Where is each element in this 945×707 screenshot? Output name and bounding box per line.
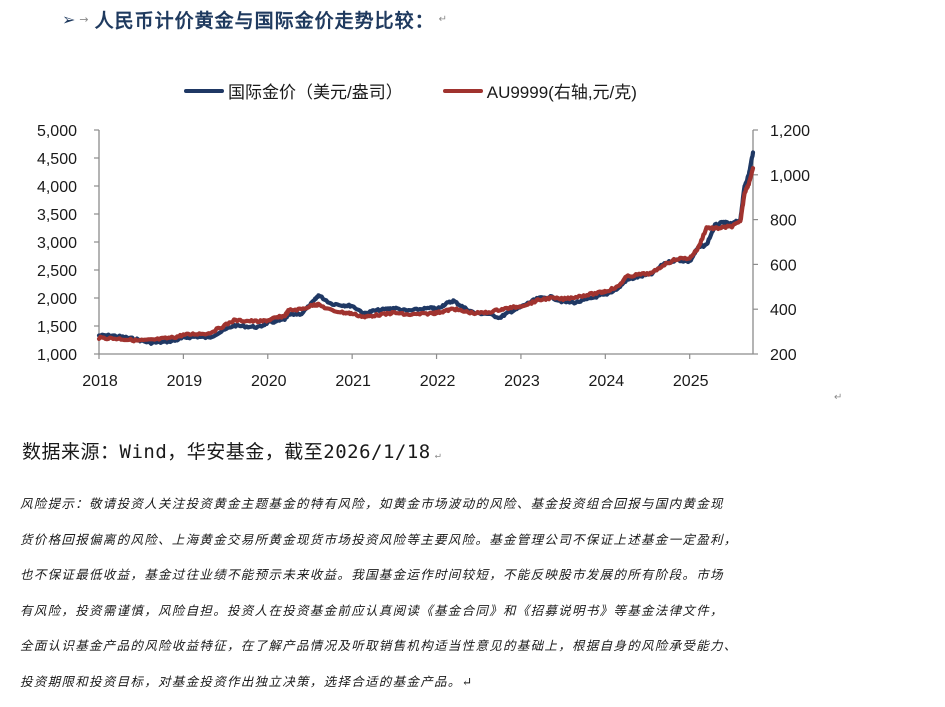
source-text: 数据来源：Wind，华安基金，截至2026/1/18: [22, 441, 431, 463]
right-axis-tick-label: 600: [770, 257, 797, 274]
x-axis-tick-label: 2019: [167, 373, 203, 390]
chart-axes: 5,000 4,500 4,000 3,500 3,000 2,500 2,000 1,500…: [37, 123, 810, 390]
left-axis-tick-label: 1,000: [37, 347, 77, 364]
risk-line: 也不保证最低收益，基金过往业绩不能预示未来收益。我国基金运作时间较短，不能反映股…: [20, 567, 724, 582]
risk-line: 投资期限和投资目标，对基金投资作出独立决策，选择合适的基金产品。↵: [20, 673, 474, 689]
left-axis-tick-label: 1,500: [37, 319, 77, 336]
data-source-note: 数据来源：Wind，华安基金，截至2026/1/18 ↵: [22, 437, 441, 464]
risk-line: 风险提示：敬请投资人关注投资黄金主题基金的特有风险，如黄金市场波动的风险、基金投…: [20, 496, 724, 511]
legend-item-au9999: AU9999(右轴,元/克): [442, 78, 637, 103]
left-axis-tick-label: 2,500: [37, 263, 77, 280]
paragraph-mark-icon: ↵: [438, 13, 448, 25]
x-axis-tick-label: 2023: [504, 373, 540, 390]
x-axis-tick-label: 2021: [335, 373, 371, 390]
left-axis-tick-label: 3,000: [37, 235, 77, 252]
chart-legend: 国际金价（美元/盎司） AU9999(右轴,元/克): [184, 78, 677, 103]
right-axis-tick-label: 800: [770, 213, 797, 230]
risk-line: 货价格回报偏离的风险、上海黄金交易所黄金现货市场投资风险等主要风险。基金管理公司…: [20, 531, 738, 547]
legend-label-au9999: AU9999(右轴,元/克): [486, 83, 637, 102]
legend-label-international: 国际金价（美元/盎司）: [228, 83, 403, 102]
chart-lines: [96, 150, 756, 346]
legend-swatch-au9999: [442, 88, 483, 93]
x-axis-tick-label: 2025: [673, 373, 709, 390]
left-axis-tick-label: 3,500: [37, 207, 77, 224]
paragraph-mark-icon: ↵: [834, 392, 843, 403]
right-axis-tick-label: 1,000: [770, 168, 810, 185]
right-axis-tick-label: 1,200: [770, 123, 810, 140]
left-axis-tick-label: 5,000: [37, 123, 77, 140]
left-axis-tick-label: 4,500: [37, 151, 77, 168]
risk-line: 有风险，投资需谨慎，风险自担。投资人在投资基金前应认真阅读《基金合同》和《招募说…: [20, 602, 724, 618]
paragraph-mark-icon: ↵: [434, 450, 442, 461]
x-axis-tick-label: 2024: [589, 373, 625, 390]
gold-price-chart: 5,000 4,500 4,000 3,500 3,000 2,500 2,000 1,500…: [37, 123, 810, 390]
heading-title: 人民币计价黄金与国际金价走势比较：: [94, 9, 435, 32]
risk-line: 全面认识基金产品的风险收益特征，在了解产品情况及听取销售机构适当性意见的基础上，…: [20, 638, 738, 653]
right-axis-tick-label: 400: [770, 302, 797, 319]
tab-mark-icon: →: [79, 12, 89, 26]
arrow-bullet-icon: ➢: [62, 9, 76, 29]
section-heading: ➢ → 人民币计价黄金与国际金价走势比较： ↵: [62, 4, 447, 34]
x-axis-tick-label: 2020: [251, 373, 287, 390]
legend-item-international: 国际金价（美元/盎司）: [184, 78, 403, 103]
right-axis-tick-label: 200: [770, 347, 797, 364]
x-axis-tick-label: 2018: [82, 373, 118, 390]
risk-disclosure: 风险提示：敬请投资人关注投资黄金主题基金的特有风险，如黄金市场波动的风险、基金投…: [20, 486, 900, 699]
x-axis-tick-label: 2022: [420, 373, 456, 390]
left-axis-tick-label: 2,000: [37, 291, 77, 308]
legend-swatch-international: [184, 88, 224, 93]
left-axis-tick-label: 4,000: [37, 179, 77, 196]
series-au9999-line: [96, 166, 756, 344]
